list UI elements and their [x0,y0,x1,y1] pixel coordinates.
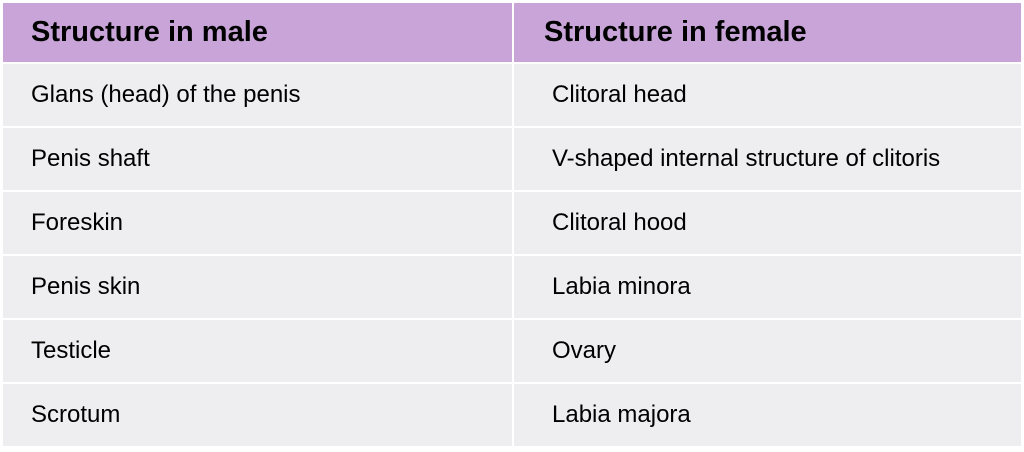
table-cell: Penis shaft [3,126,514,191]
table-cell: Scrotum [3,382,514,446]
table-row: Penis skin Labia minora [3,254,1021,319]
header-cell: Structure in male [3,3,514,63]
table-row: Glans (head) of the penis Clitoral head [3,62,1021,127]
table-cell: Foreskin [3,190,514,255]
table-cell: Penis skin [3,254,514,319]
table-row: Penis shaft V-shaped internal structure o… [3,126,1021,191]
header-row: Structure in male Structure in female [3,3,1021,63]
table-cell: Labia majora [513,382,1021,446]
table-cell: Clitoral hood [513,190,1021,255]
table-row: Scrotum Labia majora [3,382,1021,446]
table-cell: Glans (head) of the penis [3,62,514,127]
table-row: Foreskin Clitoral hood [3,190,1021,255]
table-cell: Ovary [513,318,1021,383]
table-cell: Testicle [3,318,514,383]
table-body: Glans (head) of the penis Clitoral head Pe… [3,62,1021,446]
header-cell: Structure in female [513,3,1021,63]
table-cell: Clitoral head [513,62,1021,127]
table-cell: V-shaped internal structure of clitoris [513,126,1021,191]
table-cell: Labia minora [513,254,1021,319]
comparison-table: Structure in male Structure in female Gl… [3,3,1021,446]
table-row: Testicle Ovary [3,318,1021,383]
